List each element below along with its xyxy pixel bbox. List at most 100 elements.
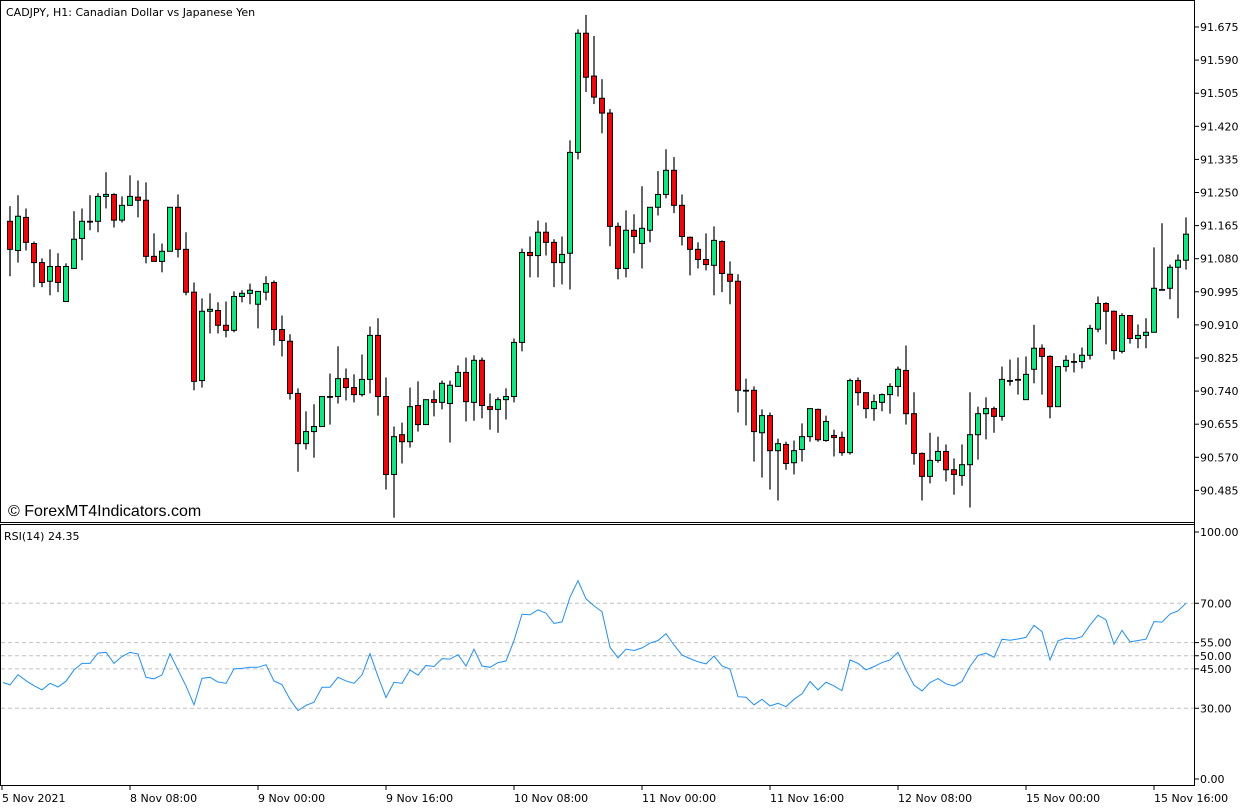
candle [839,431,845,456]
candle [335,346,341,404]
time-axis: 5 Nov 2021 8 Nov 08:00 9 Nov 00:00 9 Nov 16… [1,786,1228,805]
watermark: © ForexMT4Indicators.com [8,503,201,520]
candle [279,315,285,357]
candle [311,404,317,458]
price-tick-label: 90.740 [1200,385,1239,398]
candle [479,357,485,419]
candle-body [911,413,917,454]
candle [631,214,637,254]
candle-body [367,334,373,380]
candle-body [887,385,893,396]
candle-body [455,371,461,387]
candle-body [215,309,221,326]
candle [967,392,973,508]
candle [103,172,109,209]
candle-body [863,392,869,410]
candle [583,14,589,93]
candle [1079,347,1085,369]
candle-body [7,220,13,250]
candle [503,388,509,420]
candle [823,415,829,442]
candle-body [879,394,885,403]
candle-body [15,215,21,252]
candle-body [1071,360,1077,363]
candle-body [1031,347,1037,370]
candle-body [999,378,1005,417]
candle [1151,247,1157,333]
candle-body [167,206,173,252]
candle [591,35,597,105]
candle [455,365,461,387]
candle-body [1143,331,1149,336]
candle-body [535,231,541,257]
candle-body [967,434,973,466]
candle [95,193,101,233]
candle-body [655,193,661,208]
candle [639,186,645,269]
candle [111,193,117,228]
candle-body [47,265,53,282]
candle [143,182,149,264]
candle [519,248,525,352]
candle-body [471,359,477,403]
candle-body [503,396,509,401]
candle-body [871,401,877,410]
candle [175,194,181,258]
candle [1183,217,1189,270]
candle [431,390,437,417]
candle-body [31,243,37,264]
candle-body [759,415,765,434]
candle [343,368,349,401]
candle-body [1015,378,1021,381]
candle-body [575,32,581,153]
candle [7,206,13,277]
candle [199,298,205,388]
candle-body [903,369,909,415]
time-tick-label: 10 Nov 08:00 [514,792,588,805]
candle-body [1159,288,1165,291]
candle-body [1175,259,1181,268]
candle-body [1087,327,1093,356]
rsi-tick-label: 30.00 [1200,702,1232,715]
candle-body [399,434,405,443]
candle [351,374,357,403]
candle-body [1167,266,1173,289]
candle-body [295,392,301,445]
candle-body [599,97,605,114]
candle-body [607,112,613,227]
candle [919,452,925,501]
time-tick-label: 8 Nov 08:00 [130,792,197,805]
candle [231,291,237,333]
candle-body [23,216,29,243]
price-tick-label: 91.420 [1200,120,1239,133]
candle-body [799,436,805,450]
candle [551,239,557,288]
candle-body [415,404,421,426]
candle-body [279,329,285,341]
candle-body [951,469,957,475]
price-tick-label: 91.250 [1200,186,1239,199]
candle [407,387,413,448]
candle-body [407,406,413,443]
candle [1111,310,1117,360]
candle [1167,264,1173,300]
candle [743,378,749,426]
price-tick-label: 90.570 [1200,451,1239,464]
candle [391,426,397,518]
candle-body [823,420,829,442]
candle-body [487,406,493,410]
candle-body [623,229,629,269]
candle-body [959,464,965,477]
candle [1039,344,1045,395]
candle [863,392,869,419]
price-tick-label: 91.675 [1200,21,1239,34]
candle [671,157,677,214]
candle [191,282,197,391]
candle-body [207,308,213,312]
candle-body [183,248,189,293]
candle [767,412,773,490]
candle-body [559,253,565,264]
candle [855,377,861,406]
candle [951,458,957,495]
